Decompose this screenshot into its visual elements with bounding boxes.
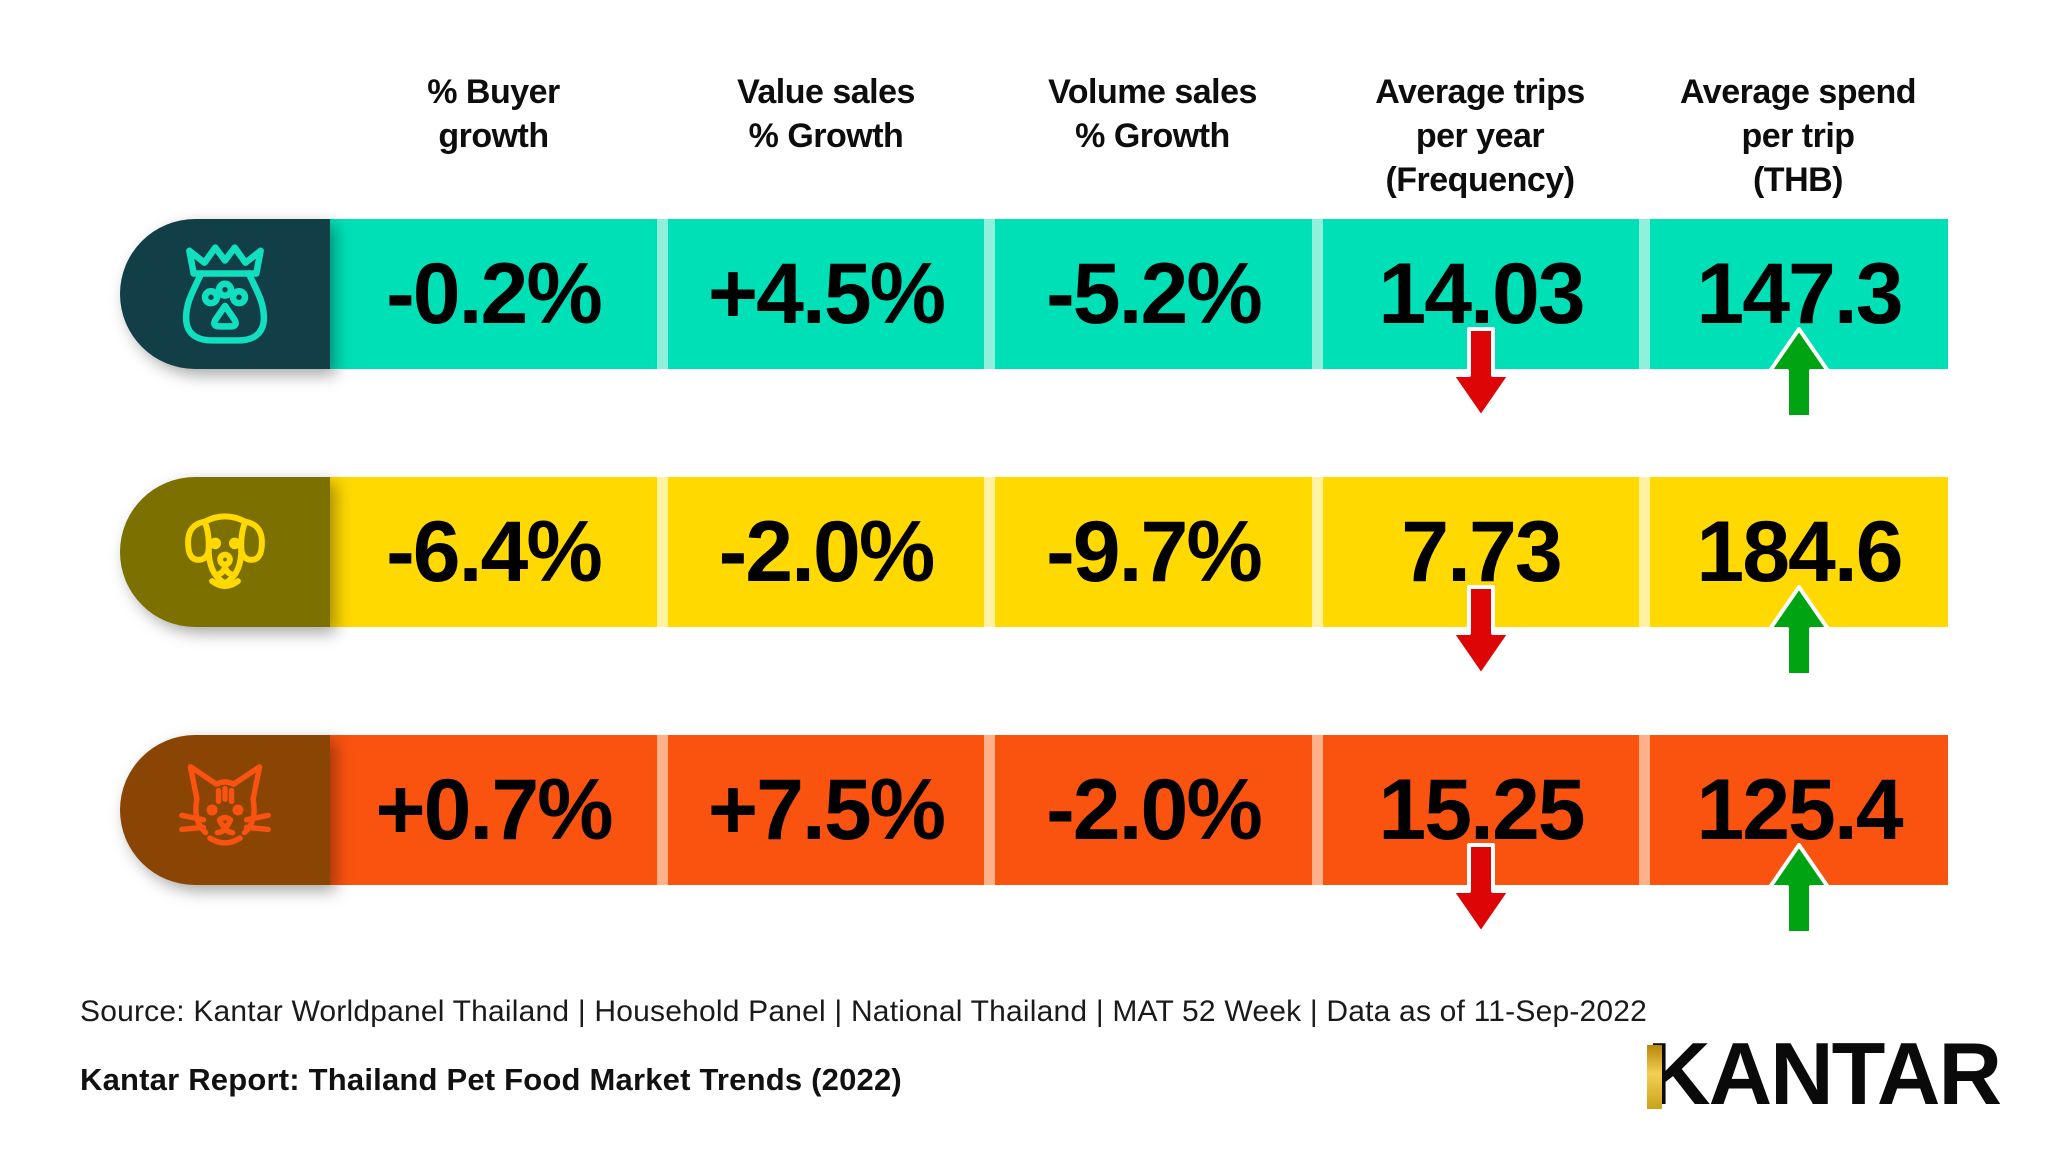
cell-volume-sales-growth: -5.2% bbox=[995, 219, 1312, 369]
cell-value: +4.5% bbox=[707, 246, 946, 342]
cat-icon bbox=[179, 764, 271, 846]
column-header-buyer-growth: % Buyer growth bbox=[427, 73, 560, 155]
cell-value: 147.3 bbox=[1696, 246, 1903, 342]
trend-down-arrow-icon bbox=[1450, 585, 1512, 677]
table-row-dog-food: -6.4% -2.0% -9.7% 7.73 184.6 bbox=[120, 477, 1948, 677]
cell-value: -2.0% bbox=[718, 504, 936, 600]
column-header-avg-trips: Average trips per year (Frequency) bbox=[1375, 73, 1585, 199]
cell-value: 7.73 bbox=[1401, 504, 1562, 600]
pet-food-bag-icon bbox=[182, 244, 268, 344]
cell-value: 14.03 bbox=[1378, 246, 1585, 342]
cell-value: -5.2% bbox=[1046, 246, 1263, 342]
kantar-logo-gold-bar-icon bbox=[1647, 1045, 1663, 1109]
row-icon-pill-pet-food bbox=[120, 219, 330, 369]
dog-icon bbox=[185, 513, 265, 589]
cell-value-sales-growth: -2.0% bbox=[668, 477, 984, 627]
trend-down-arrow-icon bbox=[1450, 327, 1512, 419]
cell-volume-sales-growth: -9.7% bbox=[995, 477, 1312, 627]
cell-value: -2.0% bbox=[1046, 762, 1263, 858]
cell-avg-spend: 147.3 bbox=[1650, 219, 1948, 419]
cell-buyer-growth: -6.4% bbox=[330, 477, 657, 627]
column-header-volume-sales-growth: Volume sales % Growth bbox=[1048, 73, 1257, 155]
kantar-logo-text: KANTAR bbox=[1647, 1024, 2002, 1123]
cell-value: +7.5% bbox=[707, 762, 946, 858]
cell-avg-trips: 15.25 bbox=[1323, 735, 1639, 935]
cell-value-sales-growth: +4.5% bbox=[668, 219, 984, 369]
report-title-text: Kantar Report: Thailand Pet Food Market … bbox=[80, 1062, 902, 1097]
trend-up-arrow-icon bbox=[1768, 327, 1830, 419]
row-icon-pill-dog bbox=[120, 477, 330, 627]
cell-value: 184.6 bbox=[1696, 504, 1903, 600]
cell-value: -0.2% bbox=[386, 246, 603, 342]
trend-down-arrow-icon bbox=[1450, 843, 1512, 935]
cell-avg-trips: 7.73 bbox=[1323, 477, 1639, 677]
table-row-cat-food: +0.7% +7.5% -2.0% 15.25 125.4 bbox=[120, 735, 1948, 935]
row-cells: +0.7% +7.5% -2.0% 15.25 125.4 bbox=[330, 735, 1948, 935]
table-row-pet-food-total: -0.2% +4.5% -5.2% 14.03 147.3 bbox=[120, 219, 1948, 419]
cell-buyer-growth: -0.2% bbox=[330, 219, 657, 369]
cell-avg-spend: 184.6 bbox=[1650, 477, 1948, 677]
trend-up-arrow-icon bbox=[1768, 585, 1830, 677]
row-cells: -6.4% -2.0% -9.7% 7.73 184.6 bbox=[330, 477, 1948, 677]
source-text: Source: Kantar Worldpanel Thailand | Hou… bbox=[80, 995, 1648, 1028]
cell-value: -6.4% bbox=[386, 504, 603, 600]
cell-value: 125.4 bbox=[1696, 762, 1903, 858]
cell-buyer-growth: +0.7% bbox=[330, 735, 657, 885]
row-icon-pill-cat bbox=[120, 735, 330, 885]
cell-avg-spend: 125.4 bbox=[1650, 735, 1948, 935]
column-header-value-sales-growth: Value sales % Growth bbox=[737, 73, 915, 155]
cell-avg-trips: 14.03 bbox=[1323, 219, 1639, 419]
cell-value: 15.25 bbox=[1378, 762, 1585, 858]
cell-value: -9.7% bbox=[1046, 504, 1263, 600]
cell-volume-sales-growth: -2.0% bbox=[995, 735, 1312, 885]
trend-up-arrow-icon bbox=[1768, 843, 1830, 935]
kantar-logo: KANTAR bbox=[1647, 1030, 2002, 1118]
cell-value-sales-growth: +7.5% bbox=[668, 735, 984, 885]
cell-value: +0.7% bbox=[375, 762, 613, 858]
column-header-avg-spend: Average spend per trip (THB) bbox=[1680, 73, 1917, 199]
row-cells: -0.2% +4.5% -5.2% 14.03 147.3 bbox=[330, 219, 1948, 419]
